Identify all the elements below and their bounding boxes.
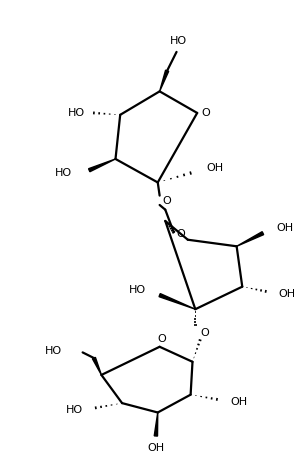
Text: O: O — [201, 108, 210, 118]
Text: O: O — [200, 327, 209, 338]
Text: OH: OH — [230, 397, 247, 407]
Text: O: O — [176, 229, 185, 239]
Text: OH: OH — [278, 289, 294, 299]
Polygon shape — [237, 232, 264, 246]
Polygon shape — [159, 294, 195, 309]
Text: OH: OH — [147, 443, 164, 453]
Text: O: O — [157, 334, 166, 344]
Polygon shape — [92, 357, 101, 375]
Text: O: O — [163, 196, 171, 206]
Text: HO: HO — [55, 168, 72, 178]
Text: HO: HO — [45, 345, 62, 355]
Polygon shape — [160, 70, 169, 91]
Text: OH: OH — [276, 224, 293, 234]
Text: HO: HO — [170, 36, 187, 46]
Polygon shape — [88, 159, 116, 172]
Polygon shape — [154, 413, 158, 436]
Text: HO: HO — [129, 285, 146, 295]
Text: OH: OH — [207, 164, 224, 174]
Text: HO: HO — [67, 108, 84, 118]
Text: HO: HO — [66, 405, 83, 414]
